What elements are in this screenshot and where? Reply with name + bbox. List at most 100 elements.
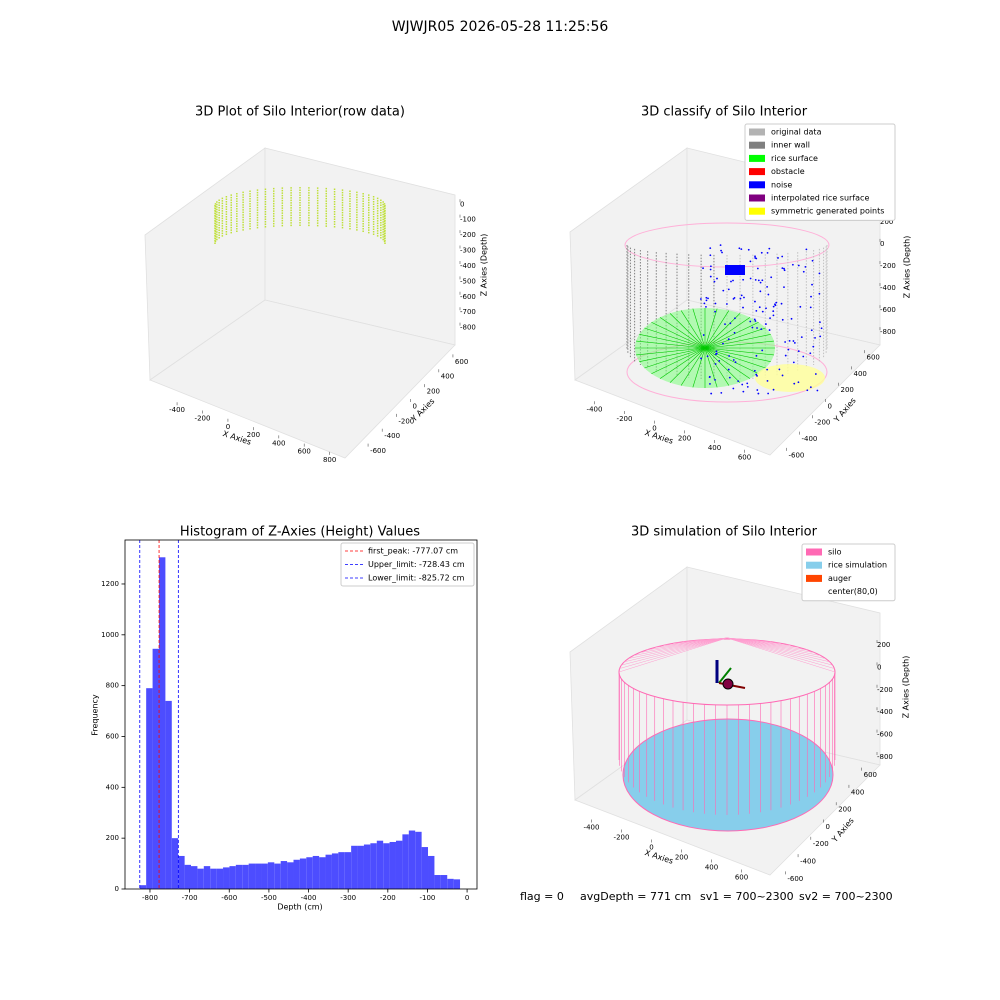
noise-point [722,289,725,292]
bar [306,857,313,889]
x-tick-label: 0 [226,423,230,431]
y-tick-label: 600 [455,358,468,366]
decoration [206,187,836,832]
y-tick-label: -200 [398,417,414,425]
noise-point [784,354,787,357]
noise-point [778,368,781,371]
y-tick-label: 400 [441,373,454,381]
legend-label: symmetric generated points [771,207,884,216]
x-tick-label: -200 [617,415,633,423]
z-tick-label: -200 [880,262,896,270]
legend-swatch [806,574,822,582]
noise-point [702,267,704,270]
legend-box [801,543,896,602]
y-tick-label: 200 [841,386,854,394]
noise-point [714,378,716,381]
noise-point [816,389,819,392]
x-label: Depth (cm) [277,903,322,912]
noise-point [784,341,787,343]
noise-point [728,376,731,379]
noise-point [767,293,770,296]
rice-ray [680,347,706,386]
x-tick-label: 200 [247,431,260,439]
bar [261,863,268,889]
noise-point [793,342,796,344]
legend-swatch [806,588,822,596]
noise-point [820,327,823,330]
noise-point [805,248,808,251]
annotation: flag = 0 [520,890,564,903]
noise-point [754,300,756,303]
z-tick-label: -200 [877,686,893,694]
z-tick-label: 0 [880,240,884,248]
y-tick-label: 0 [826,823,830,831]
noise-point [802,355,805,358]
noise-point [767,392,770,395]
silo-line [726,637,830,663]
z-tick-label: 200 [877,641,890,649]
bar [383,843,390,889]
noise-point [756,327,758,329]
noise-point [715,350,718,353]
y-tick-label: 1200 [101,580,119,588]
noise-point [797,350,800,353]
bar [351,845,358,889]
z-tick-label: -400 [460,262,476,270]
noise-point [760,251,763,254]
y-tick-label: 600 [106,732,119,740]
annotation: avgDepth = 771 cm [580,890,691,903]
noise-point [749,277,752,280]
chart-title: 3D classify of Silo Interior [641,105,808,120]
y-tick-label: -400 [802,435,818,443]
silo-line [726,637,835,669]
noise-point [709,247,712,250]
noise-point [777,257,779,259]
bar [158,557,166,889]
noise-point [788,339,791,342]
z-tick-label: -700 [460,308,476,316]
bar [434,875,441,889]
auger [722,678,734,690]
axis-arrow [718,667,732,684]
rice-ray [704,334,771,349]
noise-point [772,305,775,308]
noise-point [756,267,759,270]
noise-point [707,297,709,300]
bar [139,885,147,889]
noise-point [809,386,812,389]
bar [203,866,211,889]
noise-point [781,318,784,321]
z-tick-label: -800 [880,328,896,336]
noise-point [742,278,745,281]
noise-point [772,388,775,391]
noise-point [705,296,708,299]
bar [395,840,403,889]
noise-point [743,296,745,299]
rice-ray [636,347,706,356]
legend-box [340,542,475,587]
noise-point [710,392,713,395]
silo-line [726,637,833,666]
rice-ray [704,340,774,349]
noise-point [718,360,721,362]
legend-swatch [749,181,765,189]
z-tick-label: 0 [460,200,464,208]
y-tick-label: -600 [789,451,805,459]
noise-point [715,352,718,355]
noise-point [792,361,795,364]
noise-point [783,286,785,289]
bar [299,858,307,889]
silo-line [621,637,728,666]
y-tick-label: 600 [864,771,877,779]
noise-point [781,255,784,258]
noise-point [811,283,813,286]
bar [338,852,345,889]
rice-ray [644,347,706,369]
noise-point [818,272,821,275]
z-label: Z Axies (Depth) [903,236,912,299]
noise-point [753,318,756,321]
silo-line [726,637,815,653]
noise-point [733,331,736,334]
legend-label: rice simulation [828,561,887,570]
